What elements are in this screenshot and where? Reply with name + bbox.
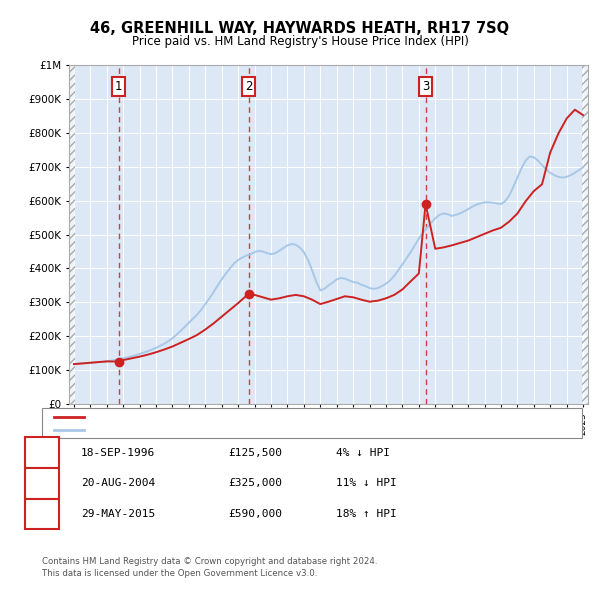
Text: 4% ↓ HPI: 4% ↓ HPI [336, 448, 390, 457]
Text: HPI: Average price, detached house, Mid Sussex: HPI: Average price, detached house, Mid … [90, 425, 331, 434]
Text: £125,500: £125,500 [228, 448, 282, 457]
Text: 46, GREENHILL WAY, HAYWARDS HEATH, RH17 7SQ (detached house): 46, GREENHILL WAY, HAYWARDS HEATH, RH17 … [90, 412, 437, 421]
Text: 3: 3 [38, 509, 46, 519]
Text: Price paid vs. HM Land Registry's House Price Index (HPI): Price paid vs. HM Land Registry's House … [131, 35, 469, 48]
Text: 3: 3 [422, 80, 429, 93]
Text: 2: 2 [245, 80, 252, 93]
Bar [69, 65, 75, 404]
Text: 20-AUG-2004: 20-AUG-2004 [81, 478, 155, 488]
Text: £325,000: £325,000 [228, 478, 282, 488]
Bar [582, 65, 588, 404]
Text: 18% ↑ HPI: 18% ↑ HPI [336, 509, 397, 519]
Text: 11% ↓ HPI: 11% ↓ HPI [336, 478, 397, 488]
Text: 1: 1 [38, 448, 46, 457]
Text: Contains HM Land Registry data © Crown copyright and database right 2024.: Contains HM Land Registry data © Crown c… [42, 557, 377, 566]
Text: 2: 2 [38, 478, 46, 488]
Text: 18-SEP-1996: 18-SEP-1996 [81, 448, 155, 457]
Text: 46, GREENHILL WAY, HAYWARDS HEATH, RH17 7SQ: 46, GREENHILL WAY, HAYWARDS HEATH, RH17 … [91, 21, 509, 35]
Text: £590,000: £590,000 [228, 509, 282, 519]
Text: This data is licensed under the Open Government Licence v3.0.: This data is licensed under the Open Gov… [42, 569, 317, 578]
Text: 29-MAY-2015: 29-MAY-2015 [81, 509, 155, 519]
Bar [69, 65, 75, 404]
Bar [582, 65, 588, 404]
Text: 1: 1 [115, 80, 122, 93]
